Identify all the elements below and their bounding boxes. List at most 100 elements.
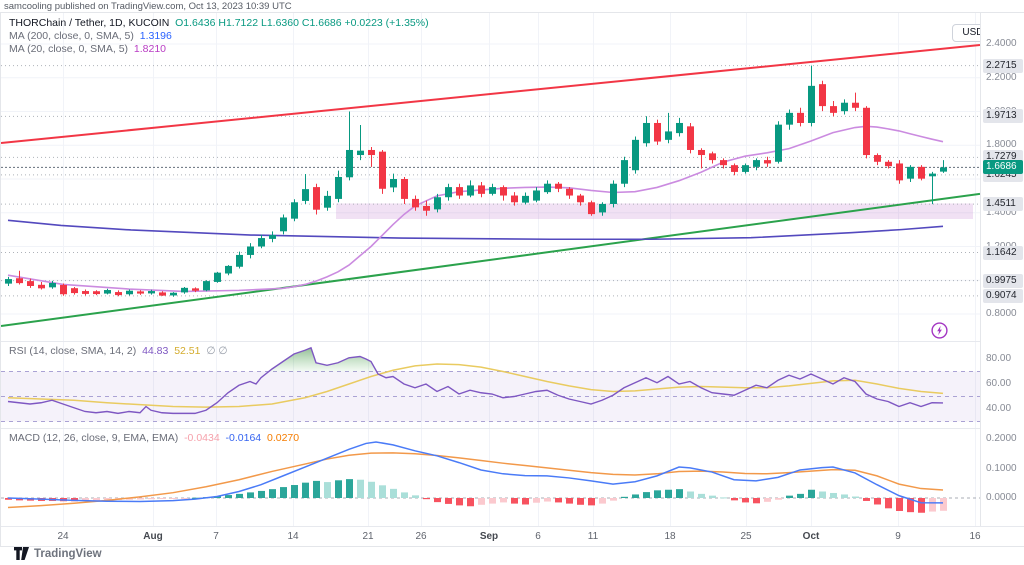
symbol-legend-row[interactable]: THORChain / Tether, 1D, KUCOIN O1.6436 H… (9, 17, 429, 30)
macd-hist-bar (588, 498, 595, 506)
ma200-legend-row[interactable]: MA (200, close, 0, SMA, 5) 1.3196 (9, 30, 172, 43)
candle (808, 85, 815, 123)
time-axis[interactable]: 24 Aug 7 14 21 26 Sep 6 11 18 25 Oct 9 16 (1, 526, 1024, 546)
candle (687, 126, 694, 150)
candle (698, 149, 705, 156)
rsi-legend-row[interactable]: RSI (14, close, SMA, 14, 2) 44.83 52.51 … (9, 345, 228, 358)
macd-hist-bar (346, 479, 353, 498)
macd-hist-bar (71, 498, 78, 502)
ma20-legend-row[interactable]: MA (20, close, 0, SMA, 5) 1.8210 (9, 43, 166, 56)
candle (907, 166, 914, 179)
candle (82, 291, 89, 294)
price-axis-label: 2.4000 (986, 38, 1017, 49)
candle (390, 179, 397, 188)
macd-line-value: -0.0164 (225, 432, 262, 444)
candle (709, 153, 716, 161)
pane-separator-rsi[interactable] (1, 341, 1024, 342)
candle (819, 84, 826, 107)
ma200-value: 1.3196 (139, 30, 172, 42)
candle (522, 195, 529, 203)
candle (544, 183, 551, 193)
macd-hist-bar (181, 498, 188, 499)
macd-hist-bar (918, 498, 925, 513)
candle (588, 202, 595, 215)
pane-separator-macd[interactable] (1, 428, 1024, 429)
candle (489, 187, 496, 194)
macd-hist-bar (940, 498, 947, 511)
purple-circle-badge[interactable] (931, 322, 948, 339)
macd-hist-bar (929, 498, 936, 512)
ma20-value: 1.8210 (133, 43, 167, 55)
ma200-label: MA (200, close, 0, SMA, 5) (9, 30, 134, 42)
candle (434, 197, 441, 210)
candle (60, 284, 67, 295)
lightning-icon (931, 322, 948, 339)
price-level-badge: 1.4511 (983, 197, 1023, 212)
candle (401, 179, 408, 199)
candle (16, 278, 23, 284)
macd-legend-row[interactable]: MACD (12, 26, close, 9, EMA, EMA) -0.043… (9, 432, 299, 445)
candle (49, 282, 56, 288)
macd-hist-bar (621, 496, 628, 498)
candle (731, 165, 738, 172)
candle (918, 166, 925, 179)
macd-hist-bar (412, 495, 419, 498)
candle (786, 112, 793, 125)
macd-hist-bar (643, 492, 650, 498)
candle (533, 190, 540, 201)
macd-hist-bar (544, 498, 551, 502)
macd-hist-bar (456, 498, 463, 506)
price-axis[interactable]: 2.40002.20002.00001.80001.40001.20000.80… (980, 13, 1024, 526)
macd-hist-bar (478, 498, 485, 505)
tradingview-logo-icon (14, 547, 29, 560)
macd-hist-bar (753, 498, 760, 504)
macd-hist-bar (566, 498, 573, 504)
candle (577, 195, 584, 203)
macd-hist-bar (610, 498, 617, 501)
candle (478, 185, 485, 194)
candle (720, 160, 727, 166)
tradingview-watermark[interactable]: TradingView (14, 547, 102, 560)
candle (324, 195, 331, 208)
macd-hist-bar (280, 487, 287, 498)
macd-hist-bar (555, 498, 562, 503)
macd-hist-bar (709, 495, 716, 498)
price-level-badge: 2.2715 (983, 58, 1023, 73)
time-axis-label: 26 (415, 531, 427, 542)
candle (137, 291, 144, 294)
candle (313, 187, 320, 210)
macd-hist-bar (258, 490, 265, 498)
time-axis-label: 9 (895, 531, 901, 542)
price-level-badge: 0.9074 (983, 288, 1023, 303)
time-axis-label: 18 (664, 531, 676, 542)
support-zone (336, 203, 973, 219)
macd-hist-bar (764, 498, 771, 502)
candle (423, 206, 430, 211)
symbol-title: THORChain / Tether, 1D, KUCOIN (9, 17, 170, 29)
candle (159, 292, 166, 296)
macd-hist-bar (379, 485, 386, 498)
macd-axis-label: 0.2000 (986, 433, 1017, 444)
candle (27, 281, 34, 286)
macd-hist-bar (170, 498, 177, 499)
macd-hist-bar (93, 498, 100, 501)
candle (676, 122, 683, 134)
candle (115, 292, 122, 296)
candle (445, 187, 452, 198)
candle (181, 287, 188, 293)
candle (71, 288, 78, 294)
candle (203, 281, 210, 291)
macd-line (7, 441, 944, 504)
candle (170, 292, 177, 296)
macd-hist-bar (137, 498, 144, 500)
macd-hist-bar (896, 498, 903, 511)
macd-hist-bar (82, 498, 89, 501)
macd-hist-bar (445, 498, 452, 504)
candle (753, 160, 760, 167)
ohlc-close: C1.6686 (301, 17, 342, 29)
macd-hist-bar (775, 498, 782, 500)
candle (841, 102, 848, 112)
chart-canvas[interactable] (1, 13, 980, 526)
candle (269, 235, 276, 239)
candle (379, 151, 386, 189)
